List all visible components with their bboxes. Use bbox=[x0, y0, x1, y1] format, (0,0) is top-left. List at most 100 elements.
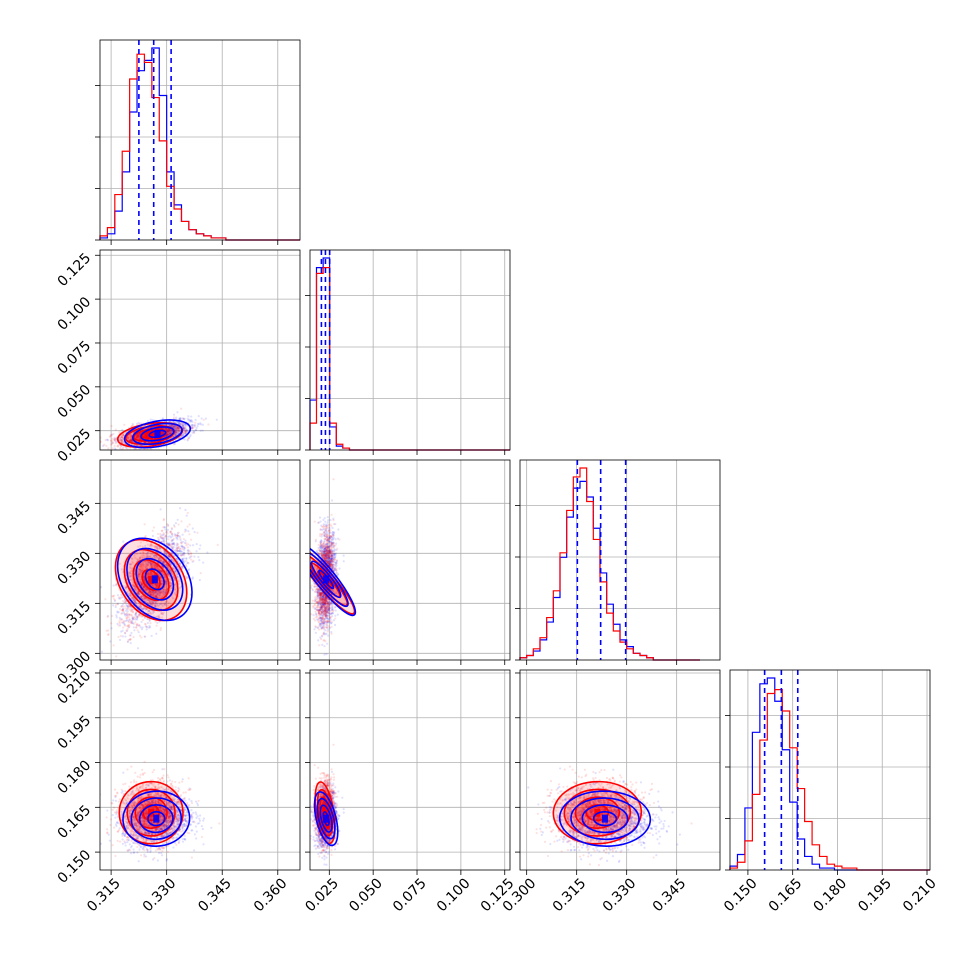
scatter-point bbox=[170, 570, 173, 574]
scatter-point bbox=[126, 614, 129, 617]
scatter-point bbox=[127, 626, 130, 629]
scatter-point bbox=[127, 619, 130, 622]
scatter-point bbox=[199, 423, 203, 426]
scatter-point bbox=[168, 555, 172, 558]
scatter-point bbox=[136, 435, 139, 438]
scatter-point bbox=[183, 547, 186, 550]
scatter-point bbox=[129, 439, 133, 442]
scatter-point bbox=[121, 603, 125, 606]
scatter-point bbox=[151, 590, 155, 593]
scatter-point bbox=[137, 573, 141, 577]
scatter-point bbox=[149, 593, 152, 596]
scatter-point bbox=[166, 571, 169, 574]
scatter-point bbox=[119, 437, 122, 440]
scatter-point bbox=[175, 428, 178, 431]
scatter-point bbox=[159, 559, 162, 562]
scatter-point bbox=[199, 429, 202, 432]
scatter-point bbox=[169, 432, 172, 435]
scatter-point bbox=[168, 535, 171, 538]
scatter-point bbox=[155, 566, 158, 569]
scatter-point bbox=[146, 609, 150, 612]
scatter-point bbox=[141, 607, 144, 611]
scatter-point bbox=[153, 603, 157, 606]
scatter-point bbox=[164, 528, 167, 531]
scatter-point bbox=[145, 588, 148, 591]
scatter-point bbox=[145, 562, 148, 565]
scatter-point bbox=[115, 616, 118, 619]
panel-grid bbox=[100, 40, 300, 240]
scatter-point bbox=[131, 608, 134, 611]
scatter-point bbox=[142, 563, 145, 566]
scatter-point bbox=[138, 444, 141, 447]
scatter-point bbox=[112, 584, 115, 587]
scatter-point bbox=[129, 438, 133, 441]
scatter-point bbox=[181, 424, 185, 427]
scatter-point bbox=[117, 450, 119, 452]
scatter-point bbox=[129, 434, 132, 438]
scatter-point bbox=[167, 554, 170, 558]
scatter-point bbox=[149, 593, 152, 596]
scatter-point bbox=[130, 596, 133, 600]
scatter-point bbox=[139, 551, 142, 555]
scatter-point bbox=[181, 545, 184, 549]
scatter-point bbox=[130, 567, 133, 570]
scatter-point bbox=[129, 593, 132, 596]
scatter-point bbox=[165, 429, 169, 432]
scatter-point bbox=[143, 597, 146, 600]
scatter-point bbox=[121, 635, 124, 638]
scatter-point bbox=[157, 556, 160, 560]
scatter-point bbox=[199, 422, 202, 425]
scatter-point bbox=[166, 428, 169, 431]
scatter-point bbox=[141, 607, 145, 610]
scatter-point bbox=[149, 621, 152, 625]
scatter-point bbox=[120, 434, 123, 437]
scatter-point bbox=[146, 553, 149, 556]
scatter-point bbox=[175, 573, 178, 576]
scatter-point bbox=[137, 434, 140, 437]
scatter-point bbox=[163, 593, 166, 596]
scatter-point bbox=[136, 615, 139, 619]
scatter-point bbox=[173, 434, 176, 437]
scatter-point bbox=[150, 603, 153, 606]
scatter-point bbox=[120, 593, 123, 596]
scatter-point bbox=[132, 598, 135, 601]
scatter-point bbox=[118, 638, 122, 642]
scatter-point bbox=[189, 544, 192, 547]
scatter-point bbox=[196, 422, 199, 426]
scatter-point bbox=[155, 624, 158, 627]
scatter-point bbox=[131, 621, 134, 625]
scatter-point bbox=[155, 545, 158, 548]
scatter-point bbox=[156, 596, 159, 599]
scatter-point bbox=[135, 601, 138, 604]
scatter-point bbox=[171, 425, 174, 428]
scatter-point bbox=[149, 418, 152, 421]
scatter-point bbox=[168, 542, 171, 545]
scatter-point bbox=[156, 583, 159, 586]
scatter-point bbox=[152, 573, 155, 576]
scatter-point bbox=[131, 617, 135, 620]
scatter-point bbox=[167, 543, 170, 546]
scatter-point bbox=[128, 634, 132, 637]
scatter-point bbox=[155, 602, 159, 605]
scatter-point bbox=[171, 543, 174, 546]
scatter-point bbox=[166, 429, 169, 433]
scatter-point bbox=[114, 439, 117, 442]
scatter-point bbox=[180, 422, 183, 425]
scatter-point bbox=[129, 434, 133, 437]
scatter-point bbox=[164, 580, 167, 583]
scatter-point bbox=[195, 550, 198, 553]
scatter-point bbox=[181, 425, 184, 428]
scatter-point bbox=[168, 429, 171, 432]
scatter-point bbox=[149, 591, 152, 594]
scatter-point bbox=[155, 583, 158, 586]
scatter-point bbox=[130, 614, 133, 617]
scatter-point bbox=[155, 596, 158, 599]
scatter-point bbox=[113, 444, 116, 448]
scatter-point bbox=[175, 431, 178, 434]
scatter-point bbox=[136, 434, 139, 437]
scatter-point bbox=[116, 445, 119, 448]
scatter-point bbox=[177, 553, 180, 556]
pair-panel bbox=[100, 507, 219, 658]
scatter-point bbox=[166, 532, 169, 535]
scatter-point bbox=[134, 588, 137, 591]
